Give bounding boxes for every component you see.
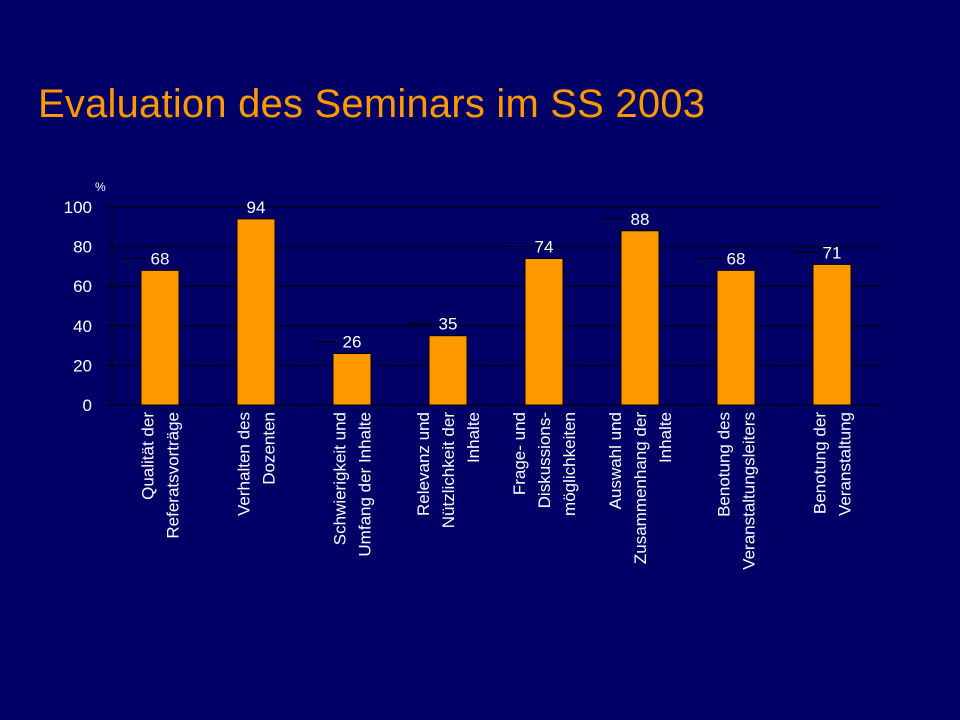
data-label: 26: [343, 333, 362, 352]
category-label-line: Nützlichkeit der: [439, 412, 458, 529]
data-label: 71: [823, 243, 842, 262]
category-label-line: Umfang der Inhalte: [356, 412, 375, 557]
data-label: 74: [535, 237, 554, 256]
data-label: 68: [151, 249, 170, 268]
bar: [140, 269, 180, 406]
bar: [332, 353, 372, 406]
page-title: Evaluation des Seminars im SS 2003: [38, 82, 706, 126]
bar: [524, 257, 564, 406]
y-tick-label: 20: [73, 356, 92, 375]
bar: [620, 230, 660, 406]
category-label-line: Inhalte: [464, 412, 483, 463]
category-label-line: Schwierigkeit und: [331, 412, 350, 545]
category-label-line: Relevanz und: [414, 412, 433, 516]
category-label-line: Frage- und: [510, 412, 529, 495]
y-tick-label: 40: [73, 317, 92, 336]
category-label-line: Dozenten: [260, 412, 279, 485]
bar: [428, 335, 468, 406]
category-label: Benotung der Veranstaltung: [811, 412, 855, 516]
category-label: Benotung des Veranstaltungsleiters: [715, 412, 759, 570]
category-labels: Qualität der Referatsvorträge Verhalten de…: [139, 412, 855, 570]
category-label-line: Auswahl und: [606, 412, 625, 509]
category-label-line: Benotung des: [715, 412, 734, 517]
category-label-line: Referatsvorträge: [164, 412, 183, 539]
category-label-line: Zusammenhang der: [631, 412, 650, 564]
data-label: 35: [439, 315, 458, 334]
category-label: Relevanz und Nützlichkeit der Inhalte: [414, 412, 483, 529]
data-label: 68: [727, 249, 746, 268]
category-label-line: Verhalten des: [235, 412, 254, 516]
y-tick-label: 100: [64, 198, 92, 217]
category-label-line: Inhalte: [656, 412, 675, 463]
category-label-line: möglichkeiten: [560, 412, 579, 516]
gridlines: [112, 206, 880, 366]
category-label: Frage- und Diskussions-möglichkeiten: [510, 412, 579, 516]
category-label-line: Veranstaltung: [836, 412, 855, 516]
bars: [140, 218, 852, 406]
category-label: Schwierigkeit und Umfang der Inhalte: [331, 412, 375, 557]
axes: [106, 206, 881, 412]
y-tick-labels: 0 20 40 60 80 100: [64, 198, 92, 415]
category-label-line: Benotung der: [811, 412, 830, 514]
category-label-line: Diskussions-: [535, 412, 554, 508]
data-label: 94: [247, 198, 266, 217]
category-label: Qualität der Referatsvorträge: [139, 412, 183, 539]
y-tick-label: 80: [73, 238, 92, 257]
data-label: 88: [631, 210, 650, 229]
category-label: Verhalten des Dozenten: [235, 412, 279, 516]
bar: [716, 269, 756, 406]
bar: [812, 263, 852, 406]
y-unit-label: %: [95, 180, 106, 194]
bar: [236, 218, 276, 406]
category-label: Auswahl und Zusammenhang der Inhalte: [606, 412, 675, 564]
category-label-line: Veranstaltungsleiters: [740, 412, 759, 570]
y-tick-label: 0: [83, 396, 92, 415]
category-label-line: Qualität der: [139, 412, 158, 500]
data-labels: 68 94 26 35 74 88 68 71: [120, 198, 841, 352]
y-tick-label: 60: [73, 277, 92, 296]
